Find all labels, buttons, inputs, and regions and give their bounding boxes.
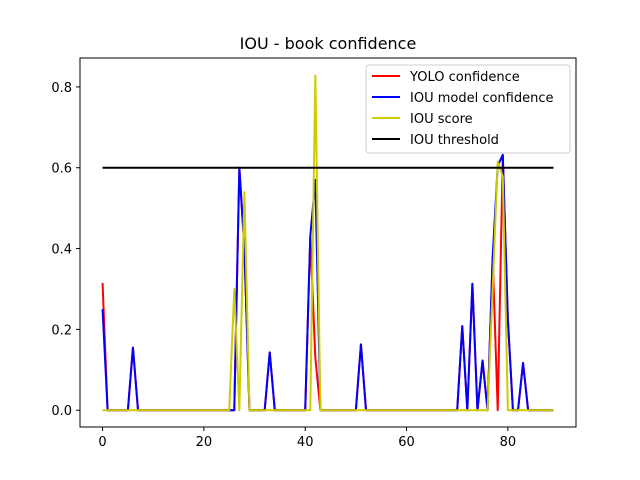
y-tick-label: 0.2 xyxy=(51,323,72,338)
x-tick-label: 60 xyxy=(398,435,415,450)
y-tick-label: 0.8 xyxy=(51,81,72,96)
x-tick-label: 40 xyxy=(297,435,314,450)
plot-frame xyxy=(79,57,577,428)
x-tick-label: 20 xyxy=(196,435,213,450)
legend-label: IOU threshold xyxy=(410,133,499,148)
series-layer xyxy=(101,74,554,412)
legend-label: YOLO confidence xyxy=(409,70,520,85)
axes-layer: 0 20 40 60 80 0.0 0.2 0.4 0.6 0.8 xyxy=(51,57,577,450)
legend: YOLO confidence IOU model confidence IOU s… xyxy=(365,64,571,154)
chart-title: IOU - book confidence xyxy=(240,34,417,53)
x-tick-label: 80 xyxy=(500,435,517,450)
legend-label: IOU model confidence xyxy=(410,91,554,106)
legend-box xyxy=(365,64,571,154)
y-tick-label: 0.0 xyxy=(51,404,72,419)
series-line-3 xyxy=(102,74,554,412)
legend-label: IOU score xyxy=(410,112,473,127)
x-tick-label: 0 xyxy=(98,435,106,450)
y-tick-label: 0.6 xyxy=(51,162,72,177)
y-tick-label: 0.4 xyxy=(51,243,72,258)
